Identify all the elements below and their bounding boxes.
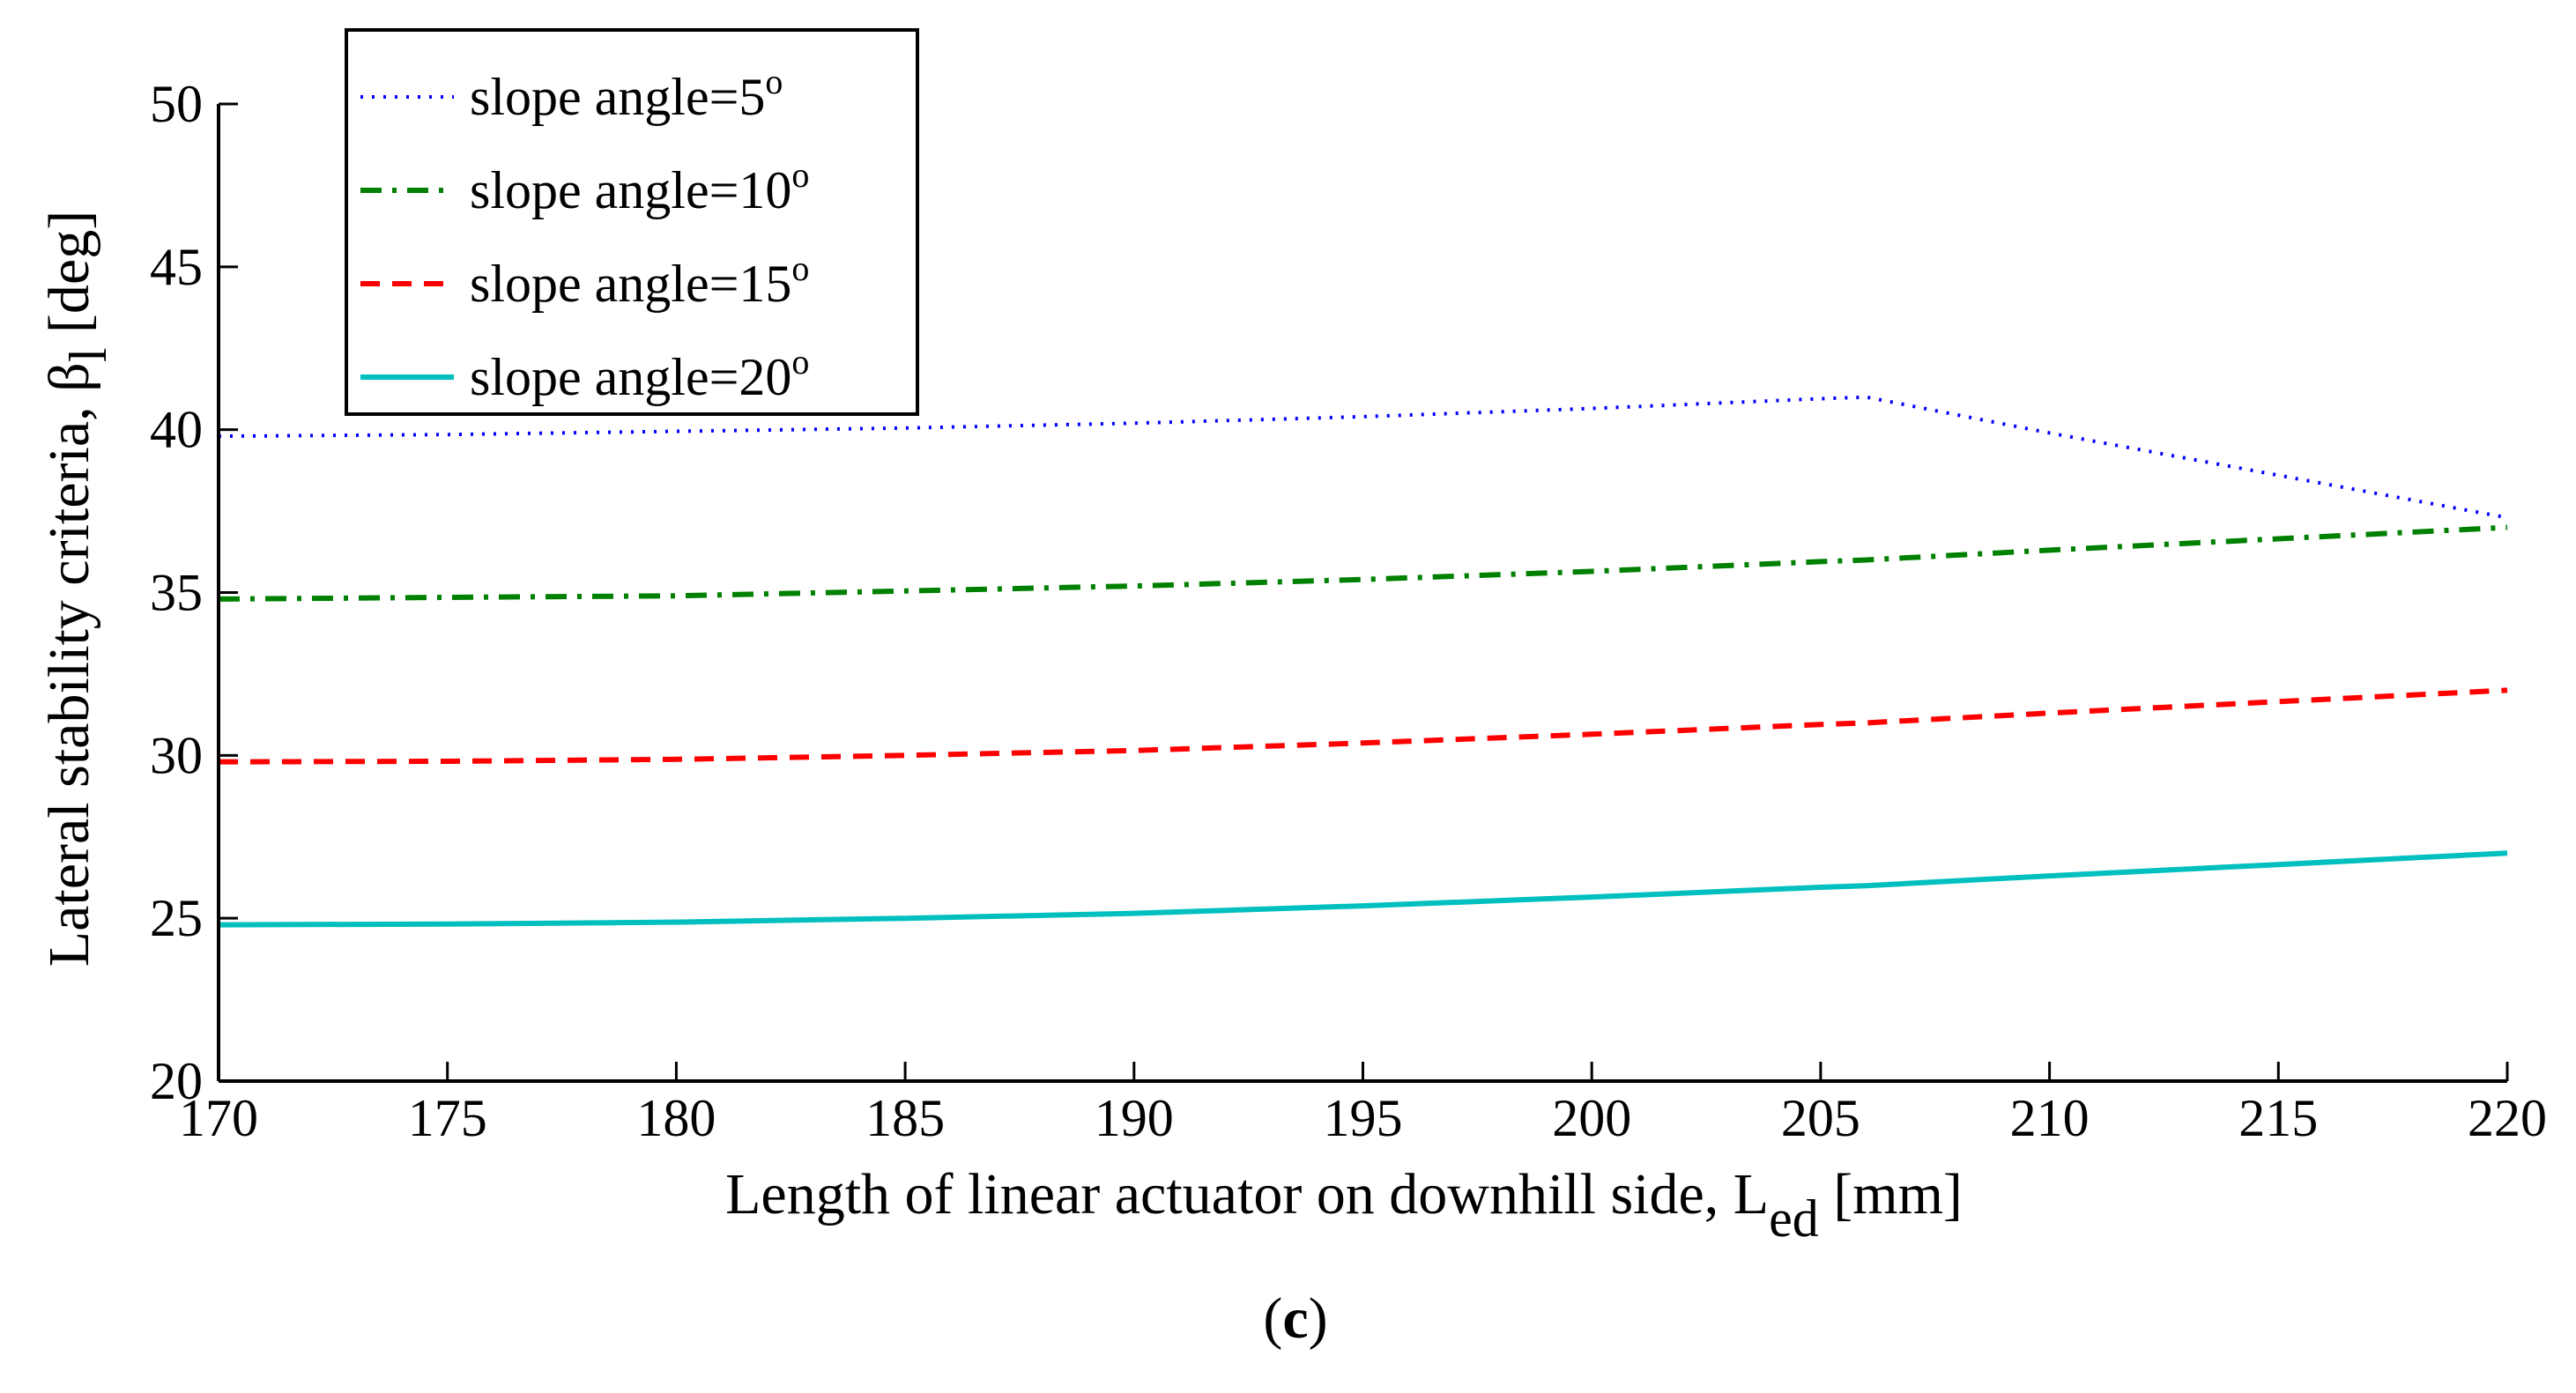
x-tick-label: 210 [2010, 1089, 2090, 1147]
legend-label-2: slope angle=10o [470, 155, 809, 219]
x-tick-label: 185 [865, 1089, 945, 1147]
caption-open: ( [1263, 1286, 1282, 1351]
x-axis-title: Length of linear actuator on downhill si… [725, 1162, 1963, 1248]
x-tick-label: 200 [1552, 1089, 1631, 1147]
legend-label-text: slope angle=5 [470, 68, 765, 126]
y-axis-title-sub: l [59, 348, 117, 363]
y-axis-title-symbol: β [37, 362, 101, 392]
y-tick-label: 25 [150, 889, 203, 947]
y-tick-label: 45 [150, 238, 203, 296]
y-tick-label: 50 [150, 75, 203, 133]
x-tick-label: 205 [1781, 1089, 1860, 1147]
legend-label-4: slope angle=20o [470, 342, 809, 406]
y-tick-label: 35 [150, 564, 203, 622]
legend-label-1: slope angle=5o [470, 62, 783, 126]
ticks-layer: 170 175 180 185 190 195 200 205 210 215 220 20 25 30 3… [150, 75, 2547, 1147]
legend-label-superscript: o [791, 155, 809, 195]
caption-close: ) [1309, 1286, 1328, 1351]
y-tick-label: 20 [150, 1052, 203, 1110]
series-layer [218, 395, 2508, 928]
x-tick-label: 180 [636, 1089, 716, 1147]
x-axis-title-text: Length of linear actuator on downhill si… [725, 1162, 1769, 1226]
x-tick-label: 220 [2468, 1089, 2547, 1147]
legend-label-superscript: o [791, 342, 809, 382]
y-axis-title: Lateral stability criteria, βl [deg] [37, 211, 117, 967]
x-tick-label: 170 [179, 1089, 258, 1147]
x-tick-label: 215 [2238, 1089, 2318, 1147]
series-line-3 [218, 687, 2508, 765]
figure-caption: (c) [1263, 1286, 1327, 1351]
legend-label-text: slope angle=10 [470, 161, 791, 219]
x-tick-label: 175 [408, 1089, 487, 1147]
legend-label-text: slope angle=15 [470, 255, 791, 313]
legend-label-superscript: o [765, 62, 783, 101]
series-line-4 [218, 850, 2508, 928]
y-tick-label: 30 [150, 726, 203, 784]
caption-letter: c [1282, 1286, 1308, 1351]
x-tick-label: 195 [1324, 1089, 1403, 1147]
x-tick-label: 190 [1095, 1089, 1174, 1147]
x-axis-title-sub: ed [1769, 1189, 1819, 1248]
series-line-2 [218, 524, 2508, 602]
y-axis-title-text: Lateral stability criteria, [37, 406, 101, 967]
legend-label-text: slope angle=20 [470, 348, 791, 406]
legend-label-3: slope angle=15o [470, 248, 809, 313]
legend-box [345, 28, 919, 416]
legend-label-superscript: o [791, 248, 809, 288]
y-tick-label: 40 [150, 401, 203, 459]
y-axis-title-unit: [deg] [37, 211, 101, 333]
x-axis-title-unit: [mm] [1833, 1162, 1963, 1226]
